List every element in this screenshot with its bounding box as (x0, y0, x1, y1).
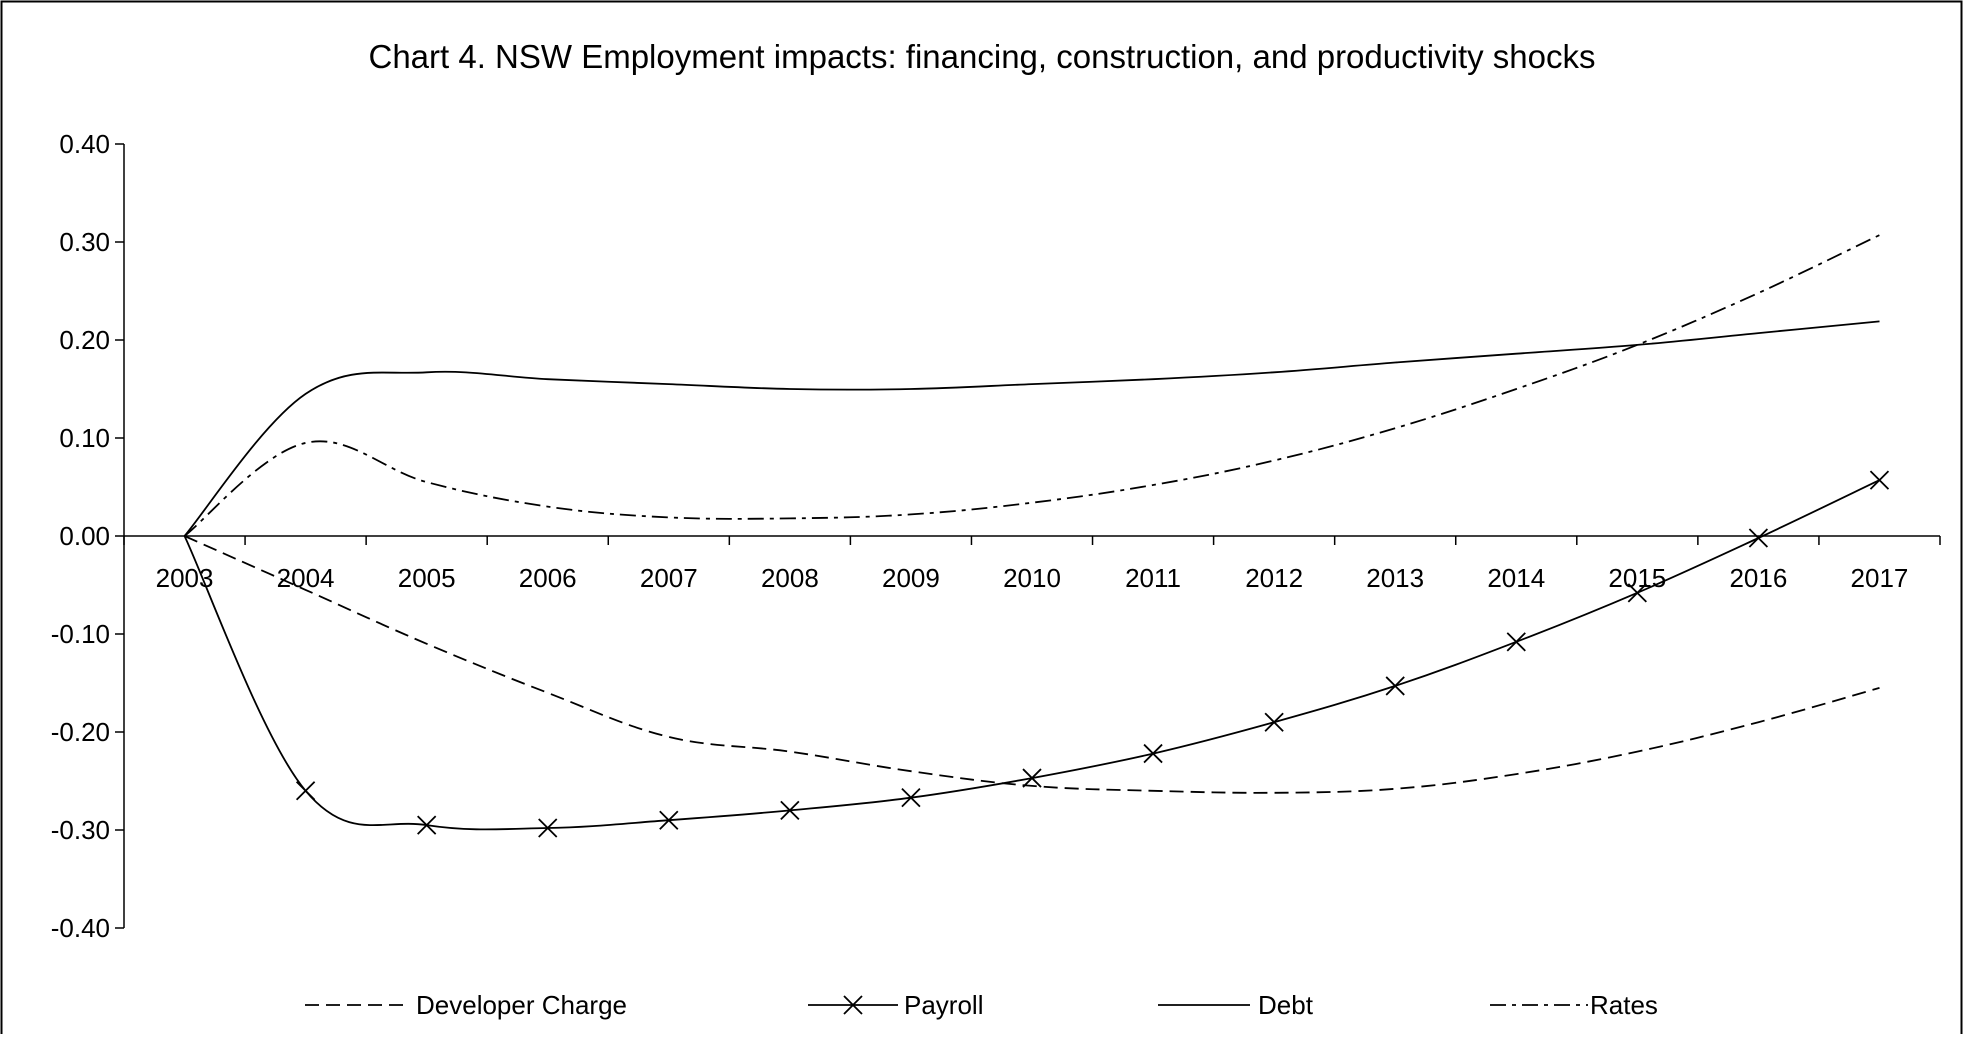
x-tick-label: 2004 (277, 563, 335, 593)
data-point-marker (780, 800, 800, 821)
y-tick-label: 0.40 (59, 129, 110, 159)
x-tick-label: 2008 (761, 563, 819, 593)
legend-label: Developer Charge (416, 990, 627, 1020)
y-tick-label: -0.20 (51, 717, 110, 747)
y-tick-label: 0.30 (59, 227, 110, 257)
y-tick-label: 0.20 (59, 325, 110, 355)
data-point-marker (295, 781, 316, 801)
data-point-marker (901, 788, 921, 808)
y-tick-label: -0.40 (51, 913, 110, 943)
x-tick-label: 2009 (882, 563, 940, 593)
series-developer-charge (184, 535, 1880, 794)
x-tick-label: 2014 (1487, 563, 1545, 593)
y-tick-label: 0.00 (59, 521, 110, 551)
data-point-marker (1385, 676, 1405, 696)
x-tick-label: 2013 (1366, 563, 1424, 593)
x-tick-label: 2003 (156, 563, 214, 593)
x-tick-label: 2005 (398, 563, 456, 593)
axes: 0.40 0.30 0.20 0.10 0.00 -0.10 -0.20 -0.30 -0.40… (51, 129, 1941, 943)
y-tick-label: -0.10 (51, 619, 110, 649)
data-point-marker (1869, 470, 1890, 490)
x-tick-label: 2010 (1003, 563, 1061, 593)
legend-item-payroll: Payroll (808, 990, 983, 1020)
series-line-rates (183, 234, 1880, 537)
data-point-marker (1506, 632, 1526, 652)
legend-label: Rates (1590, 990, 1658, 1020)
data-point-marker (659, 810, 679, 830)
legend: Developer Charge Payroll Debt Rates (305, 990, 1658, 1020)
data-point-marker (1627, 583, 1647, 603)
series-layer (183, 234, 1890, 838)
x-tick-label: 2007 (640, 563, 698, 593)
legend-item-developer-charge: Developer Charge (305, 990, 627, 1020)
chart-title: Chart 4. NSW Employment impacts: financi… (368, 38, 1595, 75)
legend-label: Payroll (904, 990, 983, 1020)
series-debt (183, 320, 1880, 537)
legend-item-rates: Rates (1490, 990, 1658, 1020)
x-tick-label: 2017 (1851, 563, 1909, 593)
data-point-marker (1748, 528, 1769, 548)
y-tick-label: 0.10 (59, 423, 110, 453)
data-point-marker (538, 818, 558, 838)
y-tick-label: -0.30 (51, 815, 110, 845)
x-tick-label: 2012 (1245, 563, 1303, 593)
data-point-marker (1022, 768, 1042, 788)
series-rates (183, 234, 1880, 537)
x-tick-label: 2016 (1729, 563, 1787, 593)
x-tick-label: 2006 (519, 563, 577, 593)
legend-marker (843, 995, 863, 1015)
data-point-marker (417, 815, 437, 835)
series-payroll (183, 470, 1890, 838)
data-point-marker (1143, 743, 1163, 764)
legend-label: Debt (1258, 990, 1314, 1020)
x-tick-label: 2011 (1125, 563, 1181, 593)
data-point-marker (1264, 712, 1284, 732)
legend-item-debt: Debt (1158, 990, 1314, 1020)
series-line-developer-charge (184, 535, 1880, 794)
x-tick-label: 2015 (1608, 563, 1666, 593)
series-line-debt (183, 320, 1880, 537)
